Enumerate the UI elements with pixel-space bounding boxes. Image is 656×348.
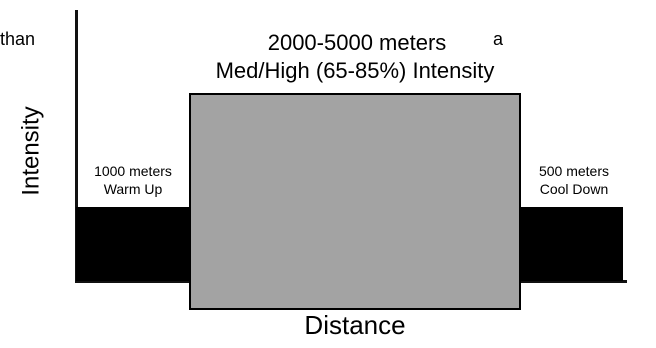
main-set-block — [189, 93, 521, 310]
cool-down-name: Cool Down — [539, 181, 609, 197]
x-axis-label: Distance — [304, 310, 406, 340]
fragment-right-text: a — [493, 29, 504, 49]
main-set-intensity: Med/High (65-85%) Intensity — [215, 58, 495, 83]
cool-down-label: 500 meters Cool Down — [519, 162, 629, 198]
fragment-left-text: than — [0, 29, 36, 49]
warm-up-block — [76, 207, 190, 281]
main-set-distance: 2000-5000 meters — [267, 30, 447, 55]
y-axis-label: Intensity — [6, 86, 58, 216]
y-axis — [75, 10, 78, 282]
warm-up-label: 1000 meters Warm Up — [76, 162, 190, 198]
warm-up-distance: 1000 meters — [94, 163, 172, 179]
y-axis-label-text: Intensity — [18, 106, 46, 196]
cool-down-distance: 500 meters — [538, 163, 610, 179]
warm-up-name: Warm Up — [103, 181, 163, 197]
cool-down-block — [519, 207, 623, 281]
